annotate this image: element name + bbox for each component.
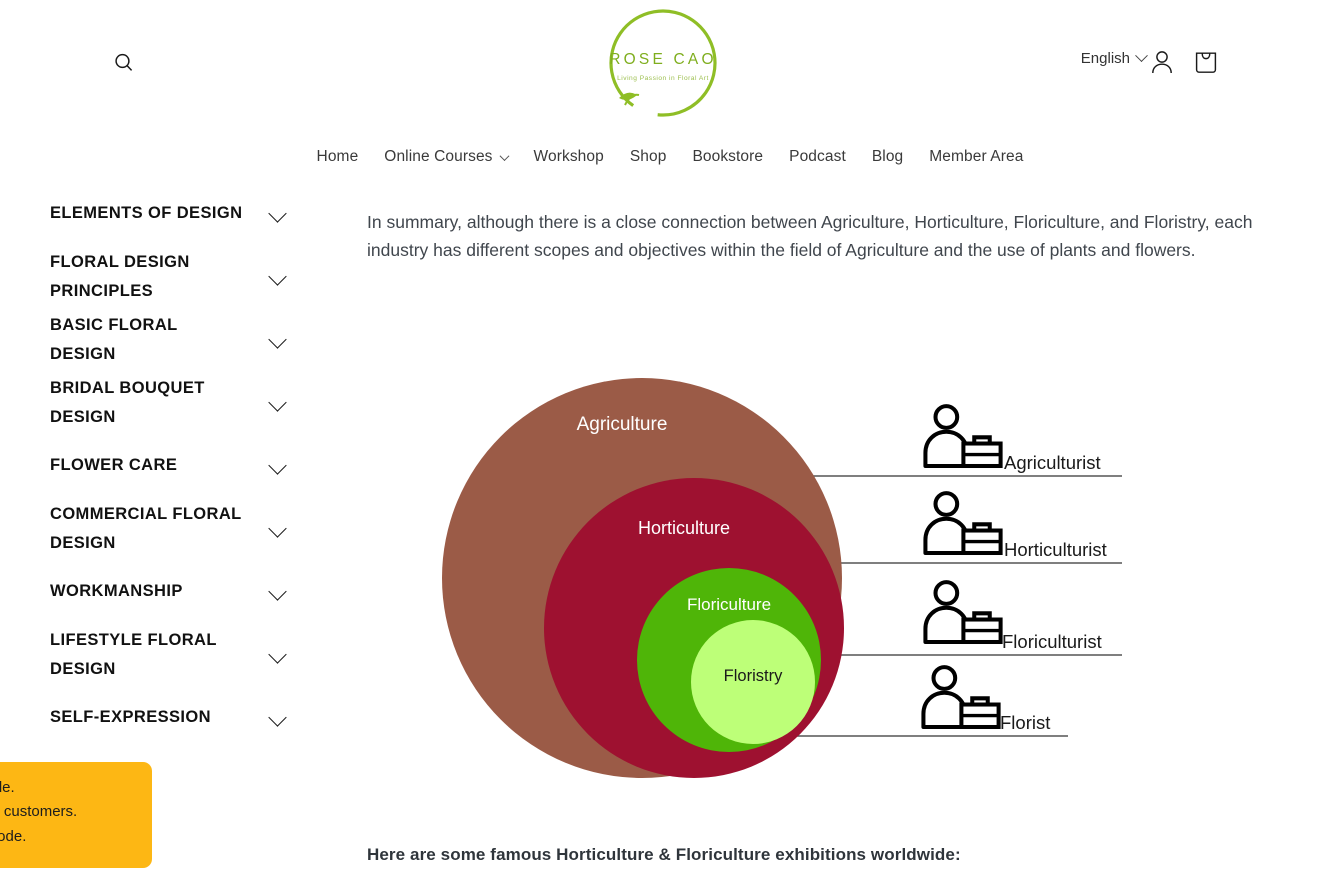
toast-line-3: iew mode. — [0, 827, 27, 845]
toast-line-2: n your customers. — [0, 803, 78, 821]
nav-item-blog[interactable]: Blog — [859, 144, 916, 170]
nav-label: Member Area — [929, 148, 1024, 165]
course-sidebar: ELEMENTS OF DESIGN FLORAL DESIGN PRINCIP… — [50, 170, 302, 749]
person-with-briefcase-icon — [923, 580, 1003, 645]
sidebar-item-commercial-floral-design[interactable]: COMMERCIAL FLORAL DESIGN — [50, 497, 302, 560]
cart-button[interactable] — [1193, 48, 1221, 78]
circle-label-floriculture: Floriculture — [687, 595, 771, 614]
article-content: In summary, although there is a close co… — [367, 182, 1277, 265]
sidebar-item-flower-care[interactable]: FLOWER CARE — [50, 434, 302, 497]
chevron-down-icon — [268, 330, 287, 349]
nav-label: Shop — [629, 148, 667, 165]
sidebar-top-mask — [50, 170, 302, 184]
chevron-down-icon — [1135, 49, 1148, 63]
nav-item-member-area[interactable]: Member Area — [916, 144, 1036, 170]
nav-label: Bookstore — [692, 148, 764, 165]
nav-item-workshop[interactable]: Workshop — [521, 144, 617, 170]
role-label-floriculturist: Floriculturist — [1002, 631, 1102, 652]
shopping-bag-icon — [1195, 52, 1217, 73]
search-icon[interactable] — [108, 47, 140, 79]
chevron-down-icon — [268, 708, 287, 727]
site-logo[interactable]: ROSE CAO Living Passion in Floral Art — [605, 6, 721, 122]
chevron-down-icon — [268, 645, 287, 664]
sidebar-item-workmanship[interactable]: WORKMANSHIP — [50, 560, 302, 623]
sidebar-item-lifestyle-floral-design[interactable]: LIFESTYLE FLORAL DESIGN — [50, 623, 302, 686]
nav-label: Blog — [871, 148, 904, 165]
search-glyph — [115, 53, 133, 71]
sidebar-item-label: COMMERCIAL FLORAL DESIGN — [50, 505, 242, 552]
venn-svg: Agriculture Horticulture Floriculture Fl… — [442, 378, 1122, 778]
sidebar-item-basic-floral-design[interactable]: BASIC FLORAL DESIGN — [50, 308, 302, 371]
role-label-agriculturist: Agriculturist — [1004, 452, 1101, 473]
circle-label-agriculture: Agriculture — [577, 414, 668, 435]
chevron-down-icon — [268, 582, 287, 601]
account-person-icon — [1152, 51, 1172, 74]
main-navigation: Home Online Courses Workshop Shop Bookst… — [0, 144, 1340, 170]
logo-tagline-text: Living Passion in Floral Art — [617, 75, 709, 82]
nav-item-online-courses[interactable]: Online Courses — [371, 144, 520, 170]
person-with-briefcase-icon — [923, 491, 1003, 556]
nav-item-shop[interactable]: Shop — [617, 144, 680, 170]
language-label: English — [1080, 50, 1130, 67]
sidebar-item-label: WORKMANSHIP — [50, 582, 183, 601]
logo-brand-text: ROSE CAO — [609, 51, 716, 68]
role-label-horticulturist: Horticulturist — [1004, 539, 1107, 560]
sidebar-item-self-expression[interactable]: SELF-EXPRESSION — [50, 686, 302, 749]
role-label-florist: Florist — [1000, 712, 1050, 733]
sidebar-item-elements-of-design[interactable]: ELEMENTS OF DESIGN — [50, 182, 302, 245]
circle-label-horticulture: Horticulture — [638, 518, 730, 538]
sidebar-item-label: ELEMENTS OF DESIGN — [50, 204, 243, 223]
chevron-down-icon — [268, 393, 287, 412]
site-header: ROSE CAO Living Passion in Floral Art En… — [0, 0, 1340, 128]
sidebar-item-label: FLOWER CARE — [50, 456, 178, 475]
chevron-down-icon — [268, 456, 287, 475]
sidebar-item-label: BASIC FLORAL DESIGN — [50, 316, 178, 363]
nav-item-podcast[interactable]: Podcast — [776, 144, 859, 170]
chevron-down-icon — [268, 267, 287, 286]
sidebar-item-label: FLORAL DESIGN PRINCIPLES — [50, 253, 190, 300]
sidebar-item-floral-design-principles[interactable]: FLORAL DESIGN PRINCIPLES — [50, 245, 302, 308]
sidebar-item-bridal-bouquet-design[interactable]: BRIDAL BOUQUET DESIGN — [50, 371, 302, 434]
circle-floristry — [691, 620, 815, 744]
preview-mode-toast: w mode. n your customers. iew mode. tome… — [0, 762, 152, 868]
summary-paragraph: In summary, although there is a close co… — [367, 212, 1253, 261]
sidebar-item-label: SELF-EXPRESSION — [50, 708, 211, 727]
language-selector[interactable]: English — [1080, 49, 1148, 67]
sidebar-item-label: LIFESTYLE FLORAL DESIGN — [50, 631, 217, 678]
nav-item-home[interactable]: Home — [304, 144, 372, 170]
sidebar-item-label: BRIDAL BOUQUET DESIGN — [50, 379, 205, 426]
logo-mark: ROSE CAO Living Passion in Floral Art — [609, 9, 717, 117]
chevron-down-icon — [268, 204, 287, 223]
account-button[interactable] — [1149, 48, 1177, 78]
nested-venn-diagram: Agriculture Horticulture Floriculture Fl… — [430, 370, 1150, 790]
person-with-briefcase-icon — [921, 665, 1001, 730]
nav-label: Workshop — [533, 148, 604, 165]
nav-label: Home — [316, 148, 359, 165]
chevron-down-icon — [499, 150, 509, 161]
toast-line-1: w mode. — [0, 779, 15, 796]
nav-label: Podcast — [789, 148, 846, 165]
nav-item-bookstore[interactable]: Bookstore — [679, 144, 776, 170]
chevron-down-icon — [268, 519, 287, 538]
nav-label: Online Courses — [384, 148, 493, 165]
person-with-briefcase-icon — [923, 404, 1003, 469]
circle-label-floristry: Floristry — [724, 667, 783, 685]
exhibitions-heading: Here are some famous Horticulture & Flor… — [367, 845, 961, 864]
